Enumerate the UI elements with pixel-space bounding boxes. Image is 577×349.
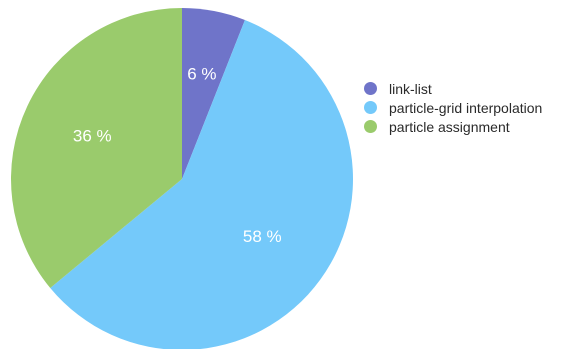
legend-swatch-particle-assignment — [364, 120, 377, 133]
legend-swatch-particle-grid-interpolation — [364, 101, 377, 114]
pie-slice-link-list — [182, 8, 245, 179]
legend-label-particle-assignment: particle assignment — [389, 118, 510, 135]
pie-slice-particle-grid-interpolation — [50, 20, 353, 349]
data-label-particle-assignment: 36 % — [73, 126, 112, 145]
legend-item-particle-assignment: particle assignment — [364, 117, 542, 136]
data-label-particle-grid-interpolation: 58 % — [243, 227, 282, 246]
data-label-link-list: 6 % — [187, 64, 216, 83]
legend-item-particle-grid-interpolation: particle-grid interpolation — [364, 98, 542, 117]
legend: link-list particle-grid interpolation pa… — [364, 79, 542, 136]
legend-label-link-list: link-list — [389, 80, 432, 97]
legend-swatch-link-list — [364, 82, 377, 95]
legend-item-link-list: link-list — [364, 79, 542, 98]
pie-slice-particle-assignment — [10, 8, 182, 288]
legend-label-particle-grid-interpolation: particle-grid interpolation — [389, 99, 543, 116]
